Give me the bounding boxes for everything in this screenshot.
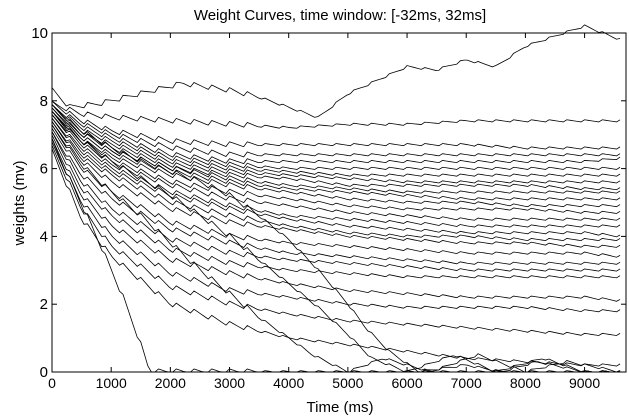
x-tick-label: 2000 xyxy=(155,375,186,391)
y-tick-label: 0 xyxy=(40,364,48,381)
y-tick-label: 10 xyxy=(31,25,48,42)
weight-curve-15 xyxy=(51,117,621,228)
weight-curve-23 xyxy=(51,138,621,302)
x-tick-label: 3000 xyxy=(214,375,245,391)
y-tick-label: 4 xyxy=(40,228,48,245)
x-tick-label: 0 xyxy=(48,375,56,391)
x-tick-label: 6000 xyxy=(391,375,422,391)
x-tick-label: 1000 xyxy=(96,375,127,391)
weight-curve-26 xyxy=(51,148,621,367)
weight-curve-28 xyxy=(51,111,621,373)
weight-curve-3 xyxy=(51,100,621,150)
weight-curve-16 xyxy=(51,121,621,238)
weight-curve-12 xyxy=(51,114,621,208)
chart-title: Weight Curves, time window: [-32ms, 32ms… xyxy=(194,7,486,24)
x-tick-label: 9000 xyxy=(569,375,600,391)
weight-curve-18 xyxy=(51,124,621,248)
weight-curve-14 xyxy=(51,117,621,221)
weight-curve-13 xyxy=(51,114,621,214)
weight-curve-27 xyxy=(51,104,621,373)
x-axis-label: Time (ms) xyxy=(307,399,374,416)
x-tick-label: 5000 xyxy=(332,375,363,391)
y-tick-label: 2 xyxy=(40,296,48,313)
y-axis-label: weights (mv) xyxy=(11,160,28,246)
weight-curve-6 xyxy=(51,107,621,170)
weight-curve-7 xyxy=(51,107,621,177)
weight-curve-11 xyxy=(51,114,621,201)
weight-curve-10 xyxy=(51,111,621,194)
weight-curve-25 xyxy=(51,145,621,336)
weight-curve-24 xyxy=(51,141,621,313)
weight-curve-22 xyxy=(51,134,621,279)
weight-curve-8 xyxy=(51,111,621,184)
weight-curve-4 xyxy=(51,104,621,158)
weight-curve-20 xyxy=(51,131,621,265)
plot-frame xyxy=(51,32,627,373)
x-tick-label: 7000 xyxy=(451,375,482,391)
weight-curve-19 xyxy=(51,128,621,258)
tick-layer: 0 1000 2000 3000 4000 5000 6000 7000 8000 9000 0 2 4… xyxy=(31,25,626,391)
x-tick-label: 8000 xyxy=(510,375,541,391)
series-layer xyxy=(51,24,621,373)
weight-curve-5 xyxy=(51,104,621,165)
weight-curve-2 xyxy=(51,100,621,129)
x-tick-label: 4000 xyxy=(273,375,304,391)
y-tick-label: 8 xyxy=(40,93,48,110)
y-tick-label: 6 xyxy=(40,161,48,178)
weight-curve-21 xyxy=(51,131,621,272)
weight-curve-17 xyxy=(51,121,621,242)
weight-curve-1 xyxy=(51,24,621,118)
